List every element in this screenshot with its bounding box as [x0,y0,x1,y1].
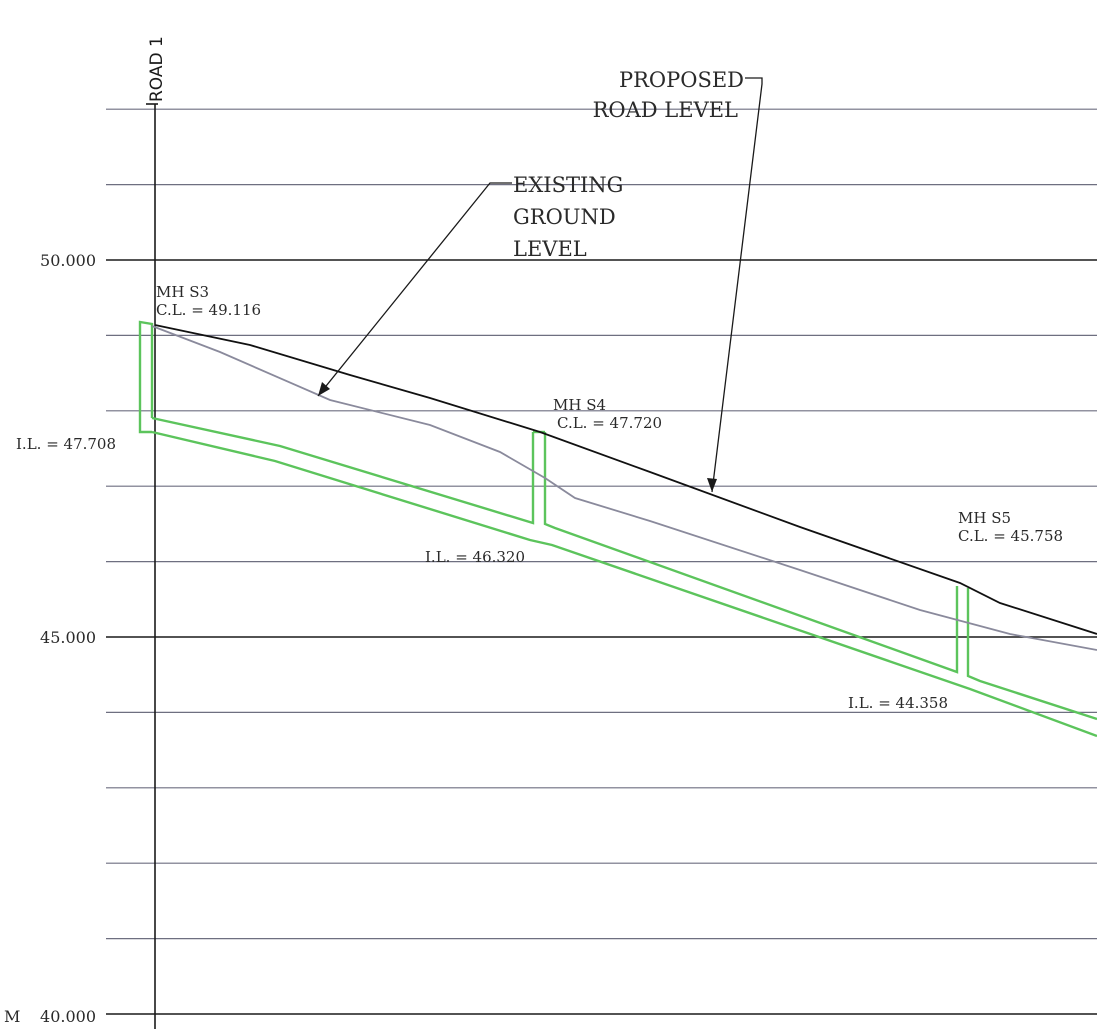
callout-leaders [317,77,763,493]
level-grid [106,108,1097,1015]
manhole-s5-invert-level: I.L. = 44.358 [848,694,948,712]
level-label-50: 50.000 [40,251,96,270]
pipe-top-segment-s4-s5 [543,432,959,674]
pipe-run [138,320,1097,738]
manhole-s3-name: MH S3 [156,283,209,301]
level-label-40: 40.000 [40,1007,96,1026]
manhole-s4-invert-level: I.L. = 46.320 [425,548,525,566]
proposed-road-arrow [707,478,717,492]
existing-ground-callout-line1: EXISTING [513,173,623,197]
existing-ground-leader [317,182,512,397]
pipe-top-segment-s3-s4 [151,416,535,525]
existing-ground-callout-line2: GROUND [513,205,616,229]
pipe-invert-line [151,430,1097,738]
pipe-top-segment-s5-end [966,588,1097,721]
manhole-s4-cover-level: C.L. = 47.720 [557,414,662,432]
proposed-road-line [154,324,1097,635]
manhole-s5-cover-level: C.L. = 45.758 [958,527,1063,545]
level-label-45: 45.000 [40,628,96,647]
proposed-road-callout-line1: PROPOSED [619,68,744,92]
proposed-road-leader [711,77,763,493]
manhole-s3-cover-level: C.L. = 49.116 [156,301,261,319]
existing-ground-arrow [318,382,330,396]
manhole-chamber-s3 [138,320,154,434]
level-label-prefix: M [4,1007,20,1026]
manhole-s3-invert-level: I.L. = 47.708 [16,435,116,453]
manhole-s4-name: MH S4 [553,396,606,414]
manhole-s5-name: MH S5 [958,509,1011,527]
existing-ground-callout-line3: LEVEL [513,237,587,261]
proposed-road-callout-line2: ROAD LEVEL [593,98,738,122]
existing-ground-line [151,325,1097,651]
road-label: ROAD 1 [147,36,167,102]
